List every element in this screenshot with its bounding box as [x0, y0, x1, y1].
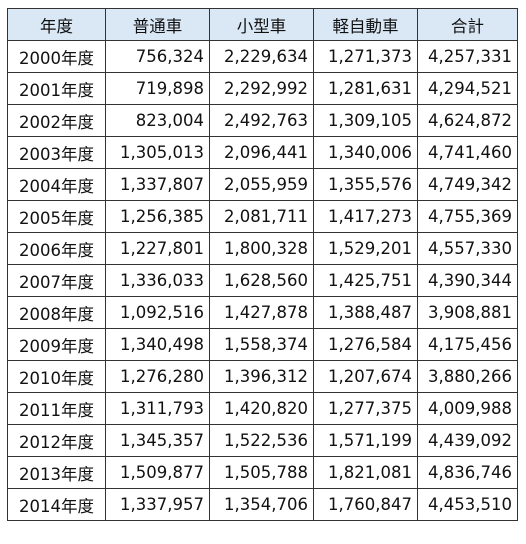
table-row: 2014年度 1,337,957 1,354,706 1,760,847 4,453,5… — [7, 488, 518, 521]
cell-total: 4,453,510 — [417, 488, 518, 521]
cell-year: 2014年度 — [7, 488, 106, 521]
cell-year: 2008年度 — [7, 296, 106, 329]
cell-year: 2003年度 — [7, 136, 106, 169]
cell-standard-car: 1,256,385 — [105, 200, 210, 233]
cell-total: 3,880,266 — [417, 360, 518, 393]
cell-total: 4,836,746 — [417, 456, 518, 489]
cell-total: 4,390,344 — [417, 264, 518, 297]
cell-total: 4,624,872 — [417, 104, 518, 137]
cell-year: 2001年度 — [7, 72, 106, 105]
cell-kei-car: 1,276,584 — [313, 328, 418, 361]
cell-kei-car: 1,281,631 — [313, 72, 418, 105]
cell-total: 4,439,092 — [417, 424, 518, 457]
cell-year: 2004年度 — [7, 168, 106, 201]
cell-total: 4,755,369 — [417, 200, 518, 233]
cell-year: 2010年度 — [7, 360, 106, 393]
cell-standard-car: 719,898 — [105, 72, 210, 105]
table-row: 2007年度 1,336,033 1,628,560 1,425,751 4,390,3… — [7, 264, 518, 297]
cell-small-car: 2,492,763 — [209, 104, 314, 137]
cell-year: 2000年度 — [7, 40, 106, 73]
cell-kei-car: 1,417,273 — [313, 200, 418, 233]
table-row: 2013年度 1,509,877 1,505,788 1,821,081 4,836,7… — [7, 456, 518, 489]
table-header: 年度 普通車 小型車 軽自動車 合計 — [7, 8, 518, 41]
cell-small-car: 2,096,441 — [209, 136, 314, 169]
cell-kei-car: 1,277,375 — [313, 392, 418, 425]
cell-standard-car: 1,337,807 — [105, 168, 210, 201]
cell-kei-car: 1,355,576 — [313, 168, 418, 201]
cell-small-car: 2,292,992 — [209, 72, 314, 105]
cell-small-car: 1,420,820 — [209, 392, 314, 425]
table-row: 2012年度 1,345,357 1,522,536 1,571,199 4,439,0… — [7, 424, 518, 457]
table-row: 2004年度 1,337,807 2,055,959 1,355,576 4,749,3… — [7, 168, 518, 201]
cell-small-car: 1,427,878 — [209, 296, 314, 329]
cell-year: 2007年度 — [7, 264, 106, 297]
cell-small-car: 1,522,536 — [209, 424, 314, 457]
cell-total: 4,009,988 — [417, 392, 518, 425]
cell-total: 4,294,521 — [417, 72, 518, 105]
cell-small-car: 2,081,711 — [209, 200, 314, 233]
header-total: 合計 — [417, 8, 518, 41]
cell-kei-car: 1,271,373 — [313, 40, 418, 73]
header-standard-car: 普通車 — [105, 8, 210, 41]
header-year: 年度 — [7, 8, 106, 41]
cell-kei-car: 1,340,006 — [313, 136, 418, 169]
cell-small-car: 1,558,374 — [209, 328, 314, 361]
cell-kei-car: 1,425,751 — [313, 264, 418, 297]
cell-small-car: 1,505,788 — [209, 456, 314, 489]
cell-total: 4,741,460 — [417, 136, 518, 169]
cell-kei-car: 1,529,201 — [313, 232, 418, 265]
table-row: 2005年度 1,256,385 2,081,711 1,417,273 4,755,3… — [7, 200, 518, 233]
cell-small-car: 1,628,560 — [209, 264, 314, 297]
cell-year: 2009年度 — [7, 328, 106, 361]
table-row: 2001年度 719,898 2,292,992 1,281,631 4,294,521 — [7, 72, 518, 105]
cell-standard-car: 1,311,793 — [105, 392, 210, 425]
table-row: 2011年度 1,311,793 1,420,820 1,277,375 4,009,9… — [7, 392, 518, 425]
cell-standard-car: 1,092,516 — [105, 296, 210, 329]
cell-kei-car: 1,388,487 — [313, 296, 418, 329]
cell-kei-car: 1,821,081 — [313, 456, 418, 489]
cell-year: 2006年度 — [7, 232, 106, 265]
cell-year: 2013年度 — [7, 456, 106, 489]
cell-standard-car: 823,004 — [105, 104, 210, 137]
header-kei-car: 軽自動車 — [313, 8, 418, 41]
table-row: 2002年度 823,004 2,492,763 1,309,105 4,624,872 — [7, 104, 518, 137]
cell-kei-car: 1,760,847 — [313, 488, 418, 521]
table-row: 2006年度 1,227,801 1,800,328 1,529,201 4,557,3… — [7, 232, 518, 265]
cell-standard-car: 1,305,013 — [105, 136, 210, 169]
cell-small-car: 2,229,634 — [209, 40, 314, 73]
table-row: 2008年度 1,092,516 1,427,878 1,388,487 3,908,8… — [7, 296, 518, 329]
cell-small-car: 1,396,312 — [209, 360, 314, 393]
cell-standard-car: 1,509,877 — [105, 456, 210, 489]
cell-small-car: 2,055,959 — [209, 168, 314, 201]
cell-total: 3,908,881 — [417, 296, 518, 329]
cell-standard-car: 1,336,033 — [105, 264, 210, 297]
cell-standard-car: 1,276,280 — [105, 360, 210, 393]
sales-table: 年度 普通車 小型車 軽自動車 合計 2000年度 756,324 2,229,63… — [7, 8, 518, 521]
cell-year: 2011年度 — [7, 392, 106, 425]
cell-kei-car: 1,571,199 — [313, 424, 418, 457]
cell-small-car: 1,800,328 — [209, 232, 314, 265]
cell-year: 2005年度 — [7, 200, 106, 233]
cell-standard-car: 1,340,498 — [105, 328, 210, 361]
cell-standard-car: 756,324 — [105, 40, 210, 73]
cell-year: 2012年度 — [7, 424, 106, 457]
cell-kei-car: 1,309,105 — [313, 104, 418, 137]
header-row: 年度 普通車 小型車 軽自動車 合計 — [7, 8, 518, 41]
cell-standard-car: 1,227,801 — [105, 232, 210, 265]
table-row: 2003年度 1,305,013 2,096,441 1,340,006 4,741,4… — [7, 136, 518, 169]
table-row: 2000年度 756,324 2,229,634 1,271,373 4,257,331 — [7, 40, 518, 73]
cell-standard-car: 1,337,957 — [105, 488, 210, 521]
cell-kei-car: 1,207,674 — [313, 360, 418, 393]
table-row: 2009年度 1,340,498 1,558,374 1,276,584 4,175,4… — [7, 328, 518, 361]
cell-standard-car: 1,345,357 — [105, 424, 210, 457]
cell-year: 2002年度 — [7, 104, 106, 137]
table-row: 2010年度 1,276,280 1,396,312 1,207,674 3,880,2… — [7, 360, 518, 393]
cell-total: 4,557,330 — [417, 232, 518, 265]
cell-small-car: 1,354,706 — [209, 488, 314, 521]
cell-total: 4,175,456 — [417, 328, 518, 361]
table-body: 2000年度 756,324 2,229,634 1,271,373 4,257,331… — [7, 40, 518, 521]
cell-total: 4,257,331 — [417, 40, 518, 73]
header-small-car: 小型車 — [209, 8, 314, 41]
cell-total: 4,749,342 — [417, 168, 518, 201]
